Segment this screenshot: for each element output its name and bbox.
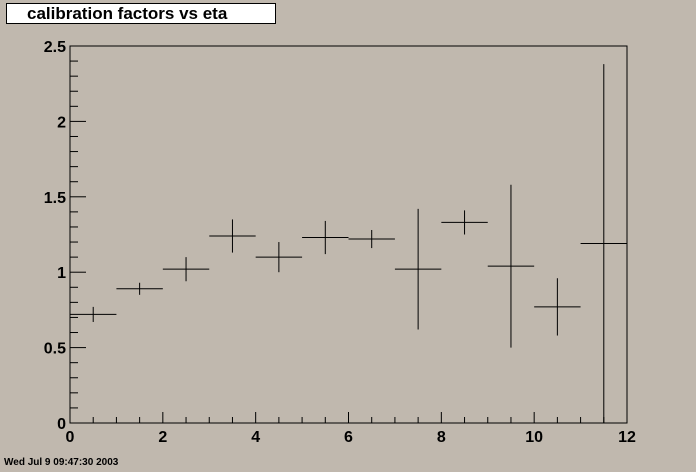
data-point bbox=[70, 306, 117, 322]
plot-frame bbox=[69, 45, 628, 424]
x-tick-label: 0 bbox=[66, 429, 75, 446]
data-point bbox=[255, 242, 303, 273]
data-point bbox=[302, 220, 349, 255]
data-point bbox=[162, 257, 210, 282]
data-point bbox=[534, 278, 581, 336]
data-point bbox=[580, 64, 627, 423]
y-tick-label: 0 bbox=[57, 416, 66, 433]
x-tick-label: 4 bbox=[251, 429, 260, 446]
data-point bbox=[209, 219, 256, 253]
y-tick-label: 1 bbox=[57, 265, 66, 282]
data-point bbox=[116, 282, 163, 295]
y-tick-label: 1.5 bbox=[44, 190, 66, 207]
chart-title: calibration factors vs eta bbox=[6, 3, 276, 24]
data-point bbox=[348, 229, 395, 249]
x-tick-label: 2 bbox=[158, 429, 167, 446]
y-tick-label: 0.5 bbox=[44, 341, 66, 358]
axis-tick-labels: 0 2 4 6 8 10 12 0 0.5 1 1.5 2 2.5 bbox=[44, 39, 636, 446]
data-point bbox=[441, 210, 488, 235]
y-tick-label: 2.5 bbox=[44, 39, 66, 56]
x-tick-label: 8 bbox=[437, 429, 446, 446]
x-tick-label: 12 bbox=[618, 429, 636, 446]
data-point bbox=[487, 184, 535, 348]
data-point bbox=[394, 208, 442, 330]
axis-ticks bbox=[69, 45, 628, 424]
x-tick-label: 6 bbox=[344, 429, 353, 446]
y-tick-label: 2 bbox=[57, 114, 66, 131]
x-tick-label: 10 bbox=[525, 429, 543, 446]
data-points bbox=[70, 64, 627, 423]
timestamp: Wed Jul 9 09:47:30 2003 bbox=[4, 457, 119, 468]
